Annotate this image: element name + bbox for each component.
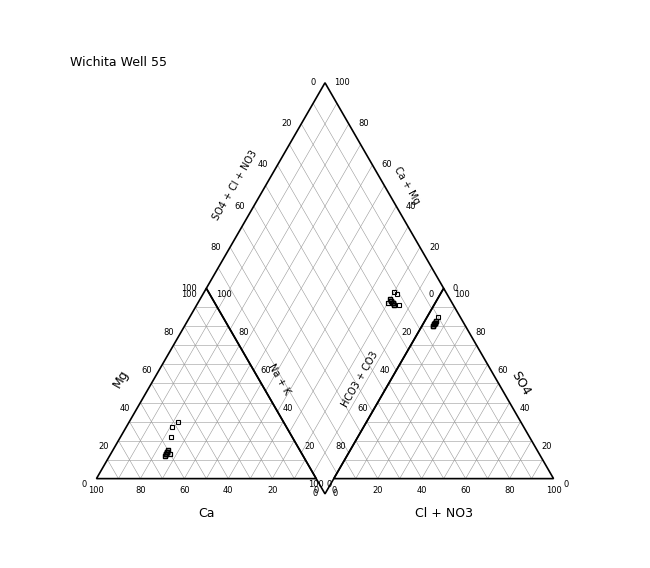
Text: 0: 0	[313, 486, 319, 495]
Text: 100: 100	[334, 78, 350, 87]
Text: 20: 20	[98, 442, 109, 451]
Text: 40: 40	[223, 486, 233, 495]
Text: 20: 20	[429, 243, 439, 252]
Text: Ca + Mg: Ca + Mg	[391, 165, 421, 206]
Text: 100: 100	[545, 486, 562, 495]
Text: 80: 80	[210, 243, 221, 252]
Text: 80: 80	[135, 486, 146, 495]
Text: 80: 80	[335, 442, 346, 451]
Text: 100: 100	[181, 290, 196, 299]
Text: 20: 20	[401, 328, 411, 337]
Text: 40: 40	[120, 404, 131, 413]
Text: 0: 0	[311, 78, 316, 87]
Text: 40: 40	[258, 161, 268, 169]
Text: 80: 80	[239, 328, 249, 337]
Text: Cl + NO3: Cl + NO3	[415, 507, 473, 520]
Text: 20: 20	[541, 442, 552, 451]
Text: 40: 40	[519, 404, 530, 413]
Text: 0: 0	[312, 490, 317, 498]
Text: 20: 20	[281, 119, 292, 128]
Text: 0: 0	[453, 284, 458, 293]
Text: 0: 0	[564, 480, 569, 489]
Text: Wichita Well 55: Wichita Well 55	[70, 56, 167, 69]
Text: 0: 0	[428, 290, 434, 299]
Text: 0: 0	[81, 480, 86, 489]
Text: 0: 0	[331, 486, 337, 495]
Text: Mg: Mg	[111, 367, 131, 390]
Text: 20: 20	[304, 442, 315, 451]
Text: 60: 60	[142, 366, 152, 375]
Text: 100: 100	[181, 284, 197, 293]
Text: 60: 60	[498, 366, 508, 375]
Text: Ca: Ca	[198, 507, 214, 520]
Text: 40: 40	[417, 486, 427, 495]
Text: 20: 20	[267, 486, 278, 495]
Text: 40: 40	[406, 202, 416, 211]
Text: 100: 100	[88, 486, 105, 495]
Text: SO4: SO4	[508, 369, 532, 398]
Text: 80: 80	[476, 328, 486, 337]
Text: SO4 + Cl + NO3: SO4 + Cl + NO3	[211, 149, 259, 222]
Text: 80: 80	[358, 119, 369, 128]
Text: 40: 40	[282, 404, 293, 413]
Text: 60: 60	[179, 486, 190, 495]
Text: 60: 60	[357, 404, 368, 413]
Text: HCO3 + CO3: HCO3 + CO3	[340, 349, 380, 409]
Text: 100: 100	[308, 480, 324, 489]
Text: 40: 40	[379, 366, 390, 375]
Text: 60: 60	[234, 202, 244, 211]
Text: 80: 80	[164, 328, 174, 337]
Text: 100: 100	[454, 290, 469, 299]
Text: 0: 0	[333, 490, 338, 498]
Text: 60: 60	[260, 366, 271, 375]
Text: 0: 0	[326, 480, 332, 489]
Text: 20: 20	[372, 486, 383, 495]
Text: 100: 100	[216, 290, 232, 299]
Text: 60: 60	[382, 161, 393, 169]
Text: Na + K: Na + K	[266, 362, 292, 396]
Text: 60: 60	[460, 486, 471, 495]
Text: 80: 80	[504, 486, 515, 495]
